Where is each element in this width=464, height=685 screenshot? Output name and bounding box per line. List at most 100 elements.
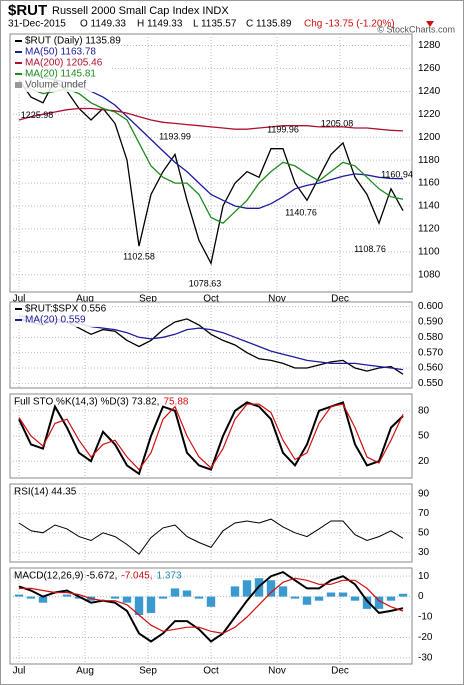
histogram-bar <box>38 596 48 603</box>
y-tick-label: 10 <box>418 571 430 582</box>
quote-low: L 1135.57 <box>193 19 237 30</box>
series-line <box>18 403 404 471</box>
x-tick-label: Dec <box>331 294 349 305</box>
y-tick-label: 1240 <box>418 86 441 97</box>
y-tick-label: 70 <box>418 508 430 519</box>
y-tick-label: 20 <box>418 456 430 467</box>
series-line <box>18 570 404 643</box>
histogram-bar <box>182 590 192 597</box>
x-tick-label: Jul <box>13 294 26 305</box>
panel-title: -7.045, <box>121 571 152 582</box>
histogram-bar <box>386 596 396 601</box>
x-tick-label: Nov <box>268 666 286 677</box>
panel-title: 1.373 <box>157 571 182 582</box>
annotation: 1199.96 <box>267 125 299 135</box>
y-tick-label: 1280 <box>418 40 441 51</box>
y-tick-label: 1220 <box>418 109 441 120</box>
histogram-bar <box>206 596 216 607</box>
series-line <box>18 107 404 132</box>
panel-title: RSI(14) 44.35 <box>14 487 77 498</box>
legend-swatch <box>15 82 22 88</box>
annotation: 1102.58 <box>123 251 155 261</box>
x-tick-label: Sep <box>139 294 157 305</box>
histogram-bar <box>230 586 240 597</box>
histogram-bar <box>26 596 36 599</box>
legend-label: MA(20) 1145.81 <box>25 69 96 80</box>
histogram-bar <box>266 580 276 597</box>
y-tick-label: 1080 <box>418 269 441 280</box>
y-tick-label: 0.560 <box>418 363 443 374</box>
histogram-bar <box>110 596 120 599</box>
quote-open: O 1149.33 <box>80 19 126 30</box>
y-tick-label: 1200 <box>418 132 441 143</box>
credit: © StockCharts.com <box>377 24 455 34</box>
annotation: 1108.76 <box>354 244 386 254</box>
x-tick-label: Aug <box>76 666 94 677</box>
annotation: 1225.98 <box>21 110 54 120</box>
y-tick-label: 0.580 <box>418 332 443 343</box>
legend-label: $RUT:$SPX 0.556 <box>25 304 107 315</box>
series-line <box>18 78 404 266</box>
legend-label: MA(50) 1163.78 <box>25 47 96 58</box>
y-tick-label: 90 <box>418 488 430 499</box>
y-tick-label: 1100 <box>418 247 440 258</box>
histogram-bar <box>278 586 288 597</box>
x-tick-label: Aug <box>76 294 94 305</box>
legend-label: $RUT (Daily) 1135.89 <box>25 36 121 47</box>
legend-label: MA(200) 1205.46 <box>25 58 103 69</box>
y-tick-label: 0.570 <box>418 347 443 358</box>
legend-label: MA(20) 0.559 <box>25 315 86 326</box>
series-line <box>18 401 404 476</box>
x-tick-label: Oct <box>203 294 219 305</box>
y-tick-label: 0.600 <box>418 301 443 312</box>
panel-title: Full STO %K(14,3) %D(3) 73.82, <box>14 397 159 408</box>
histogram-bar <box>146 596 156 613</box>
histogram-bar <box>290 596 300 599</box>
histogram-bar <box>242 580 252 597</box>
y-tick-label: -20 <box>418 632 433 643</box>
x-tick-label: Oct <box>203 666 219 677</box>
y-tick-label: 30 <box>418 547 430 558</box>
quote-high: H 1149.33 <box>137 19 183 30</box>
histogram-bar <box>314 596 324 601</box>
legend-box <box>12 35 112 92</box>
x-tick-label: Dec <box>331 666 349 677</box>
histogram-bar <box>326 592 336 597</box>
y-tick-label: 1140 <box>418 201 440 212</box>
annotation: 1205.08 <box>321 119 354 129</box>
annotation: 1140.76 <box>285 208 317 218</box>
annotation: 1193.99 <box>159 131 191 141</box>
y-tick-label: 50 <box>418 527 430 538</box>
legend-label: Volume undef <box>25 80 86 91</box>
quote-change: Chg -13.75 (-1.20%) <box>304 19 395 30</box>
series-line <box>19 577 404 635</box>
series-line <box>18 84 404 224</box>
y-tick-label: 50 <box>418 431 430 442</box>
histogram-bar <box>14 594 24 597</box>
histogram-bar <box>134 596 144 615</box>
y-tick-label: 1180 <box>418 155 440 166</box>
histogram-bar <box>122 596 132 603</box>
annotation: 1160.94 <box>381 169 413 179</box>
histogram-bar <box>302 596 312 605</box>
histogram-bar <box>170 588 180 597</box>
y-tick-label: 1120 <box>418 224 440 235</box>
histogram-bar <box>194 596 204 599</box>
legend-box <box>12 303 112 327</box>
down-arrow <box>426 21 434 27</box>
x-tick-label: Sep <box>139 666 157 677</box>
symbol: $RUT <box>8 2 47 19</box>
histogram-bar <box>350 596 360 601</box>
series-line <box>18 318 404 375</box>
date: 31-Dec-2015 <box>8 19 66 30</box>
histogram-bar <box>398 593 408 597</box>
y-tick-label: 1260 <box>418 63 441 74</box>
histogram-bar <box>338 592 348 597</box>
annotation: 1078.63 <box>189 279 222 289</box>
histogram-bar <box>374 596 384 609</box>
panel-title: MACD(12,26,9) -5.672, <box>14 571 117 582</box>
histogram-bar <box>158 596 168 599</box>
x-tick-label: Jul <box>13 666 26 677</box>
y-tick-label: -30 <box>418 653 433 664</box>
